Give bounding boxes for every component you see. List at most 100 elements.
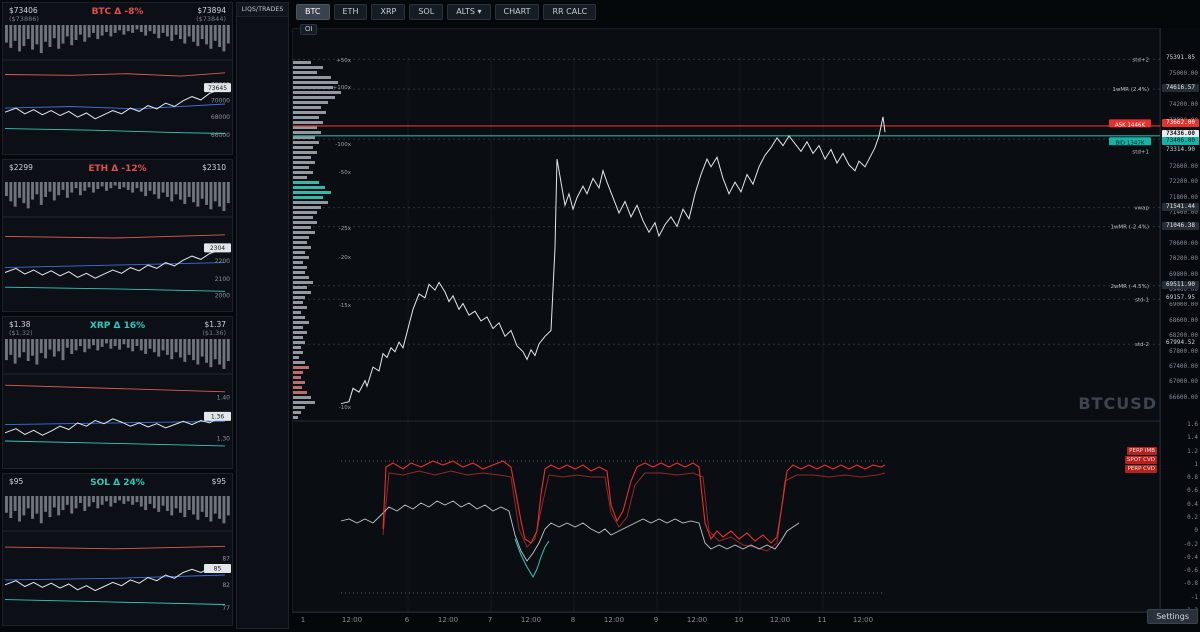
mini-chart[interactable]: 7200070000680006600073645	[3, 23, 232, 153]
mini-chart[interactable]: 87 82 77 85	[3, 494, 232, 624]
cvd-axis-tick: 0.4	[1187, 500, 1198, 508]
symbol-watermark: BTCUSD	[1078, 394, 1157, 413]
panel-left-prices: $1.38 ($1.32)	[9, 320, 33, 338]
price-level-value: 71046.38	[1162, 221, 1199, 230]
cvd-pane	[340, 460, 886, 594]
symbol-toolbar: BTC ETH XRP SOL ALTS ▾ CHART RR CALC	[296, 4, 597, 20]
svg-text:66000: 66000	[211, 132, 230, 139]
svg-text:2000: 2000	[215, 292, 230, 299]
price-level-value: 71541.44	[1162, 202, 1199, 211]
watchlist-panel[interactable]: $1.38 ($1.32) XRP Δ 16% $1.37 ($1.36) 1.…	[2, 316, 233, 469]
mini-chart[interactable]: 2200 2100 2000 2304	[3, 180, 232, 310]
panel-right-price: $95	[211, 477, 226, 486]
svg-text:77: 77	[222, 605, 230, 612]
watchlist-panel-header: $95 SOL Δ 24% $95	[3, 474, 232, 494]
svg-text:2200: 2200	[215, 258, 230, 265]
price-tick: 68200.00	[1169, 332, 1198, 340]
cvd-axis-tick: -0.8	[1183, 580, 1198, 588]
mini-chart-marks: 87 82 77 85	[3, 496, 232, 612]
svg-text:std+1: std+1	[1132, 149, 1149, 155]
mini-chart-marks: 7200070000680006600073645	[3, 25, 232, 139]
svg-text:std-2: std-2	[1135, 342, 1149, 348]
time-axis[interactable]: 1 12:00 6 12:00 7 12:00 8 12:00 9 12:00 10 12:00 11 1…	[292, 612, 1160, 630]
svg-text:2304: 2304	[210, 245, 225, 252]
main-chart-area[interactable]: std+2 1wMR (2.4%) ASK 1446K BID 1347K std+1 v…	[292, 28, 1161, 613]
watchlist-panel[interactable]: $95 SOL Δ 24% $95 87 82 77 85	[2, 473, 233, 626]
price-level-value: 69157.95	[1162, 294, 1199, 303]
panel-right-prices: $95	[212, 477, 226, 486]
liqs-trades-panel: LIQS/TRADES	[236, 2, 289, 629]
time-tick: 12:00	[769, 616, 791, 624]
price-tick: 71800.00	[1169, 193, 1198, 201]
panel-right-price: $1.37	[204, 320, 226, 329]
panel-left-prices: $2299	[9, 163, 33, 172]
cvd-axis-tick: -1	[1190, 593, 1198, 601]
svg-text:87: 87	[222, 556, 230, 563]
tab-rr-calc[interactable]: RR CALC	[543, 4, 597, 20]
spot-cvd-series	[382, 470, 886, 552]
cvd-axis-tick: 1.6	[1187, 421, 1198, 428]
spot-dip-series	[514, 538, 550, 579]
price-tick: 67800.00	[1169, 347, 1198, 355]
watchlist-panel[interactable]: $2299 ETH Δ -12% $2310 2200 2100 2000 2304	[2, 159, 233, 312]
time-tick: 6	[404, 616, 410, 624]
panel-right-prices: $73894 ($73844)	[196, 6, 226, 24]
panel-left-prices: $73406 ($73886)	[9, 6, 39, 24]
main-chart-svg[interactable]: std+2 1wMR (2.4%) ASK 1446K BID 1347K std+1 v…	[293, 29, 1161, 613]
panel-left-price: $95	[9, 477, 24, 486]
price-tick: 67000.00	[1169, 378, 1198, 386]
svg-text:73645: 73645	[208, 85, 227, 92]
cvd-axis-tick: 0.6	[1187, 487, 1198, 495]
perp-imb-series	[340, 500, 800, 562]
leverage-labels: +50x +100x -100x -50x -25x -20x -15x -10x	[333, 58, 352, 411]
panel-left-price: $73406	[9, 6, 38, 15]
price-tick: 70600.00	[1169, 239, 1198, 247]
svg-text:1wMR (-2.4%): 1wMR (-2.4%)	[1110, 225, 1149, 231]
svg-text:82: 82	[222, 582, 230, 589]
price-tick: 72200.00	[1169, 178, 1198, 186]
oi-toggle-button[interactable]: OI	[300, 24, 318, 35]
time-tick: 1	[300, 616, 306, 624]
tab-sol[interactable]: SOL	[409, 4, 444, 20]
watchlist-panel-header: $73406 ($73886) BTC Δ -8% $73894 ($73844…	[3, 3, 232, 23]
panel-right-prices: $2310	[202, 163, 226, 172]
watchlist-panel-header: $2299 ETH Δ -12% $2310	[3, 160, 232, 180]
watchlist-panel-header: $1.38 ($1.32) XRP Δ 16% $1.37 ($1.36)	[3, 317, 232, 337]
settings-button[interactable]: Settings	[1147, 609, 1198, 624]
panel-right-price: $2310	[202, 163, 226, 172]
svg-text:70000: 70000	[211, 98, 230, 105]
svg-text:1.40: 1.40	[217, 395, 231, 402]
svg-text:+50x: +50x	[336, 58, 352, 64]
svg-text:+100x: +100x	[333, 85, 352, 91]
mini-chart[interactable]: 1.401.351.301.36	[3, 337, 232, 467]
cvd-axis-tick: 1.2	[1187, 447, 1198, 455]
time-tick: 9	[653, 616, 659, 624]
price-tick: 69000.00	[1169, 301, 1198, 309]
tab-alts-dropdown[interactable]: ALTS ▾	[447, 4, 491, 20]
time-tick: 10	[734, 616, 744, 624]
time-tick: 11	[817, 616, 827, 624]
price-level-value: 73436.00	[1162, 129, 1199, 138]
price-tick: 68600.00	[1169, 316, 1198, 324]
cvd-axis-tick: 0	[1194, 527, 1198, 535]
price-tick: 75000.00	[1169, 70, 1198, 78]
price-tick: 72600.00	[1169, 162, 1198, 170]
price-axis[interactable]: 75400.0075000.0074600.0074200.0073800.00…	[1160, 28, 1200, 614]
cvd-axis-tick: -0.6	[1183, 567, 1198, 575]
svg-text:vwap: vwap	[1134, 206, 1149, 212]
price-tick: 69800.00	[1169, 270, 1198, 278]
tab-xrp[interactable]: XRP	[371, 4, 406, 20]
time-tick: 12:00	[686, 616, 708, 624]
panel-symbol-delta: SOL Δ 24%	[90, 478, 145, 488]
price-tick: 67400.00	[1169, 363, 1198, 371]
watchlist-panel[interactable]: $73406 ($73886) BTC Δ -8% $73894 ($73844…	[2, 2, 233, 155]
cvd-axis-tick: 0.8	[1187, 474, 1198, 482]
liqs-trades-tab[interactable]: LIQS/TRADES	[237, 3, 288, 17]
tab-btc[interactable]: BTC	[296, 4, 330, 20]
tab-eth[interactable]: ETH	[333, 4, 368, 20]
price-tick: 71400.00	[1169, 209, 1198, 217]
price-level-lines: std+2 1wMR (2.4%) ASK 1446K BID 1347K std+1 v…	[293, 57, 1161, 348]
price-tick: 69400.00	[1169, 286, 1198, 294]
price-tick: 74200.00	[1169, 101, 1198, 109]
tab-chart[interactable]: CHART	[494, 4, 540, 20]
